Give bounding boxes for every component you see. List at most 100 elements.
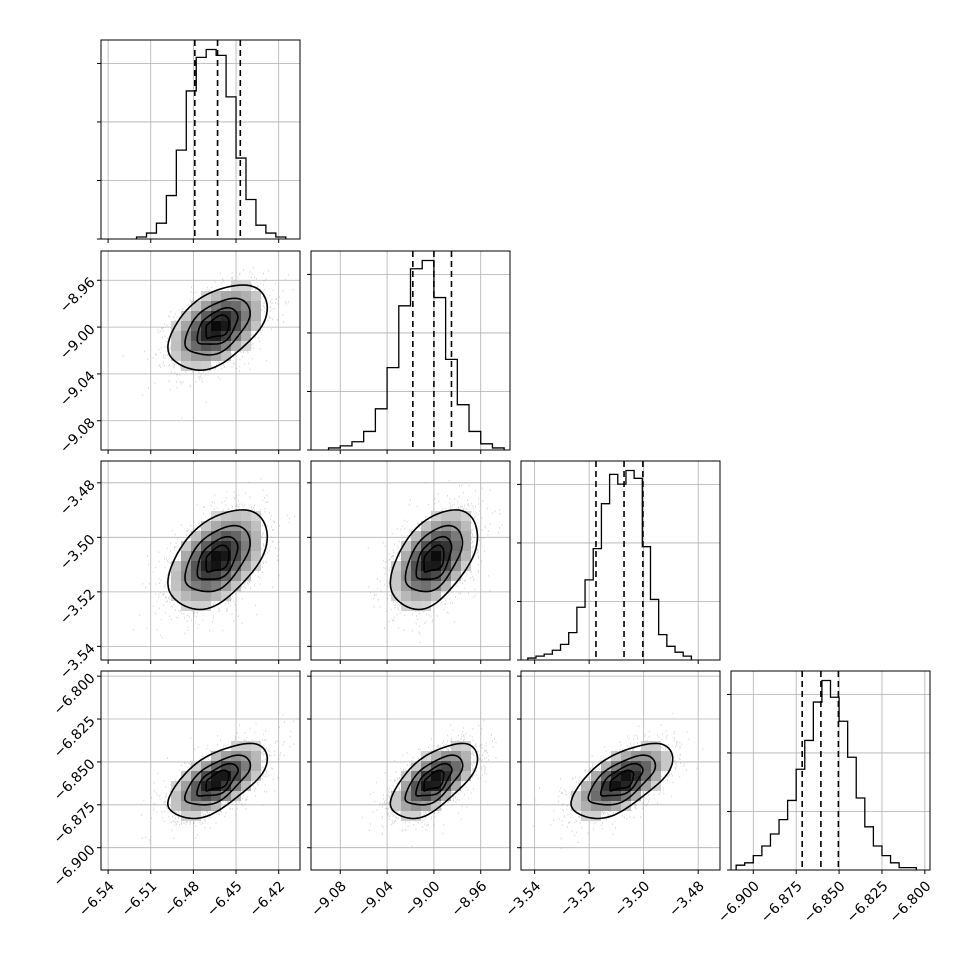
hist-step [735,679,917,870]
density-bin [451,531,461,541]
density-bin [171,351,181,361]
density-bin [231,571,241,581]
density-bin [251,301,261,311]
density-bin [431,571,441,581]
contour-line [600,762,644,797]
x-tick-label: −9.04 [355,878,397,920]
density-bin [591,771,601,781]
density-bin [171,791,181,801]
density-bin [451,541,461,551]
density-bin [421,601,431,611]
density-bin [571,791,581,801]
density-bin [221,291,231,301]
hist-step [527,469,693,660]
density-bin [211,551,221,561]
density-bin [441,511,451,521]
density-bin [211,581,221,591]
density-bin [611,761,621,771]
density-bin [241,341,251,351]
density-bin [211,321,221,331]
x-tick-label: −6.825 [844,878,892,926]
density-bin [201,801,211,811]
density-bin [431,581,441,591]
density-bin [391,581,401,591]
density-bin [441,541,451,551]
density-bin [411,761,421,771]
density-bin [441,551,451,561]
density-bin [641,771,651,781]
density-bin [231,311,241,321]
density-bin [421,571,431,581]
density-bin [221,591,231,601]
density-bin [191,531,201,541]
density-bin [401,541,411,551]
density-bin [201,541,211,551]
density-bin [241,761,251,771]
density-bin [201,361,211,371]
contour-line [196,535,239,580]
density-bin [211,541,221,551]
y-tick-label: −8.96 [57,275,99,317]
density-bin [231,321,241,331]
density-bin [401,781,411,791]
density-bin [191,321,201,331]
density-bin [641,741,651,751]
density-bin [251,311,261,321]
density-bin [411,781,421,791]
density-bin [451,771,461,781]
x-tick-label: −9.08 [308,878,350,920]
density-bin [201,301,211,311]
panel-frame [100,39,301,240]
density-bin [461,551,471,561]
y-tick-label: −6.875 [51,799,99,847]
contour-line [389,742,479,820]
density-bin [181,561,191,571]
density-bin [611,781,621,791]
contour-line [587,754,657,806]
x-tick-label: −3.48 [666,878,708,920]
density-bin [441,791,451,801]
density-bin [221,511,231,521]
density-bin [211,751,221,761]
density-bin [171,561,181,571]
density-bin [401,581,411,591]
x-tick-label: −3.50 [612,878,654,920]
density-bin [421,781,431,791]
density-bin [411,551,421,561]
density-bin [241,511,251,521]
density-bin [191,791,201,801]
density-bin [181,781,191,791]
density-bin [641,761,651,771]
density-bin [451,521,461,531]
density-bin [251,751,261,761]
y-tick-label: −6.800 [51,670,99,718]
density-bin [441,781,451,791]
density-bin [221,531,231,541]
contour-line [184,754,252,806]
density-bin [431,801,441,811]
density-bin [241,301,251,311]
density-bin [421,801,431,811]
density-bin [201,591,211,601]
density-bin [191,811,201,821]
density-bin [451,511,461,521]
density-bin [181,591,191,601]
x-tick-label: −6.54 [76,878,118,920]
density-bin [241,541,251,551]
x-tick-label: −6.900 [715,878,763,926]
x-tick-label: −6.51 [119,878,161,920]
density-bin [241,291,251,301]
density-bin [201,351,211,361]
contour-line [415,762,453,797]
density-bin [591,811,601,821]
density-bin [201,581,211,591]
density-bin [211,771,221,781]
density-bin [241,331,251,341]
contour-line [184,524,251,593]
x-tick-label: −3.54 [503,878,545,920]
density-bin [391,591,401,601]
density-bin [621,751,631,761]
density-bin [461,511,471,521]
density-bin [411,811,421,821]
density-bin [251,521,261,531]
